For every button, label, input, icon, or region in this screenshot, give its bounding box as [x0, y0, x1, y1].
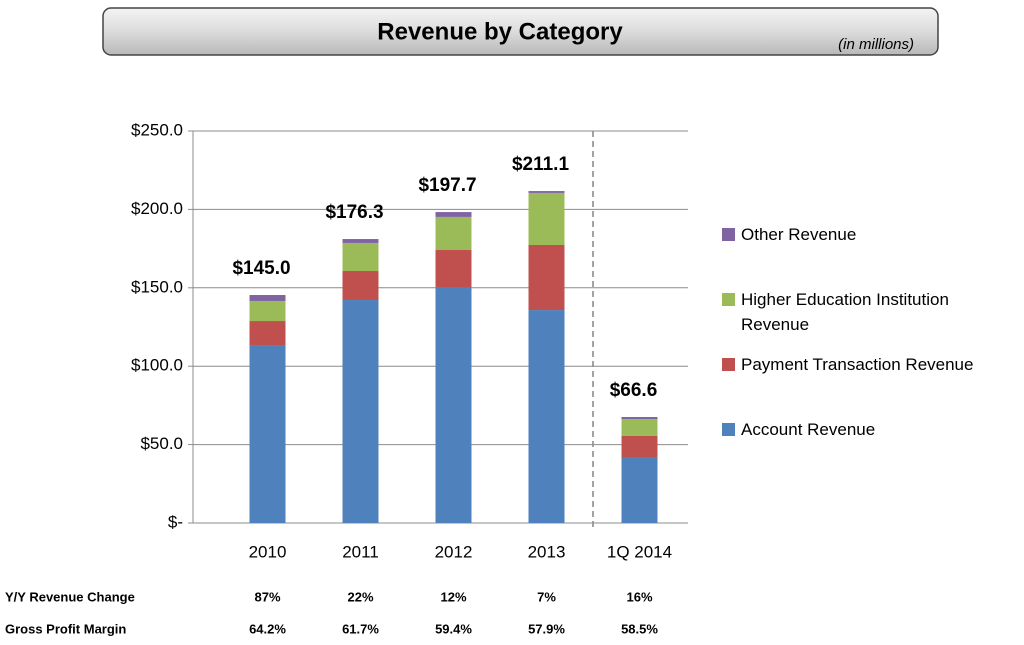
table-cell: 58.5% — [621, 621, 658, 636]
legend-item: Account Revenue — [722, 417, 1021, 442]
table-cell: 22% — [347, 589, 373, 604]
chart-subtitle: (in millions) — [838, 36, 914, 53]
legend-label: Other Revenue — [741, 225, 857, 244]
y-tick-label: $250.0 — [131, 120, 183, 139]
bar-segment — [528, 191, 565, 193]
table-cell: 57.9% — [528, 621, 565, 636]
table-cell: 87% — [254, 589, 280, 604]
table-cell: 61.7% — [342, 621, 379, 636]
bar-segment — [435, 287, 472, 523]
y-tick-label: $- — [168, 512, 183, 531]
legend-item: Higher Education Institution Revenue — [722, 287, 996, 337]
legend-swatch — [722, 293, 735, 306]
bar-segment — [249, 321, 286, 346]
legend-label: Higher Education Institution Revenue — [741, 290, 949, 334]
bar-segment — [528, 310, 565, 523]
y-tick-label: $200.0 — [131, 199, 183, 218]
bar-segment — [249, 295, 286, 301]
table-cell: 64.2% — [249, 621, 286, 636]
bar-segment — [621, 419, 658, 436]
bar-segment — [528, 192, 565, 245]
total-label: $211.1 — [512, 154, 569, 175]
table-row-label: Gross Profit Margin — [5, 621, 126, 636]
legend-swatch — [722, 423, 735, 436]
bar-segment — [435, 216, 472, 251]
bar-segment — [435, 250, 472, 288]
legend-label: Payment Transaction Revenue — [741, 355, 974, 374]
bar-segment — [342, 300, 379, 523]
bar-segment — [342, 271, 379, 301]
table-row-label: Y/Y Revenue Change — [5, 589, 135, 604]
table-cell: 12% — [440, 589, 466, 604]
table-cell: 59.4% — [435, 621, 472, 636]
table-cell: 7% — [537, 589, 556, 604]
total-label: $197.7 — [418, 175, 476, 196]
bar-segment — [249, 300, 286, 322]
bar-segment — [621, 417, 658, 420]
y-tick-label: $150.0 — [131, 277, 183, 296]
bar-segment — [249, 345, 286, 523]
title-box — [102, 7, 939, 56]
total-label: $66.6 — [610, 380, 658, 401]
bar-segment — [621, 435, 658, 458]
bar-segment — [435, 212, 472, 217]
x-tick-label: 2012 — [435, 542, 473, 561]
chart-title: Revenue by Category — [377, 18, 623, 45]
y-tick-label: $50.0 — [140, 434, 183, 453]
bar-segment — [342, 239, 379, 243]
x-tick-label: 1Q 2014 — [607, 542, 672, 561]
legend-swatch — [722, 358, 735, 371]
total-label: $176.3 — [325, 202, 383, 223]
bar-segment — [621, 457, 658, 523]
legend-label: Account Revenue — [741, 420, 876, 439]
legend-item: Payment Transaction Revenue — [722, 352, 1021, 377]
bar-segment — [528, 244, 565, 311]
table-cell: 16% — [626, 589, 652, 604]
total-label: $145.0 — [232, 258, 290, 279]
bar-segment — [342, 242, 379, 272]
legend-item: Other Revenue — [722, 222, 1021, 247]
x-tick-label: 2011 — [342, 542, 379, 561]
x-tick-label: 2013 — [528, 542, 566, 561]
legend-swatch — [722, 228, 735, 241]
x-tick-label: 2010 — [249, 542, 287, 561]
y-tick-label: $100.0 — [131, 356, 183, 375]
